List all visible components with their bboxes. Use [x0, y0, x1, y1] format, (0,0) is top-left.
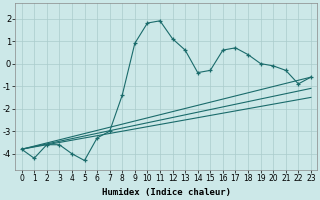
X-axis label: Humidex (Indice chaleur): Humidex (Indice chaleur)	[102, 188, 231, 197]
